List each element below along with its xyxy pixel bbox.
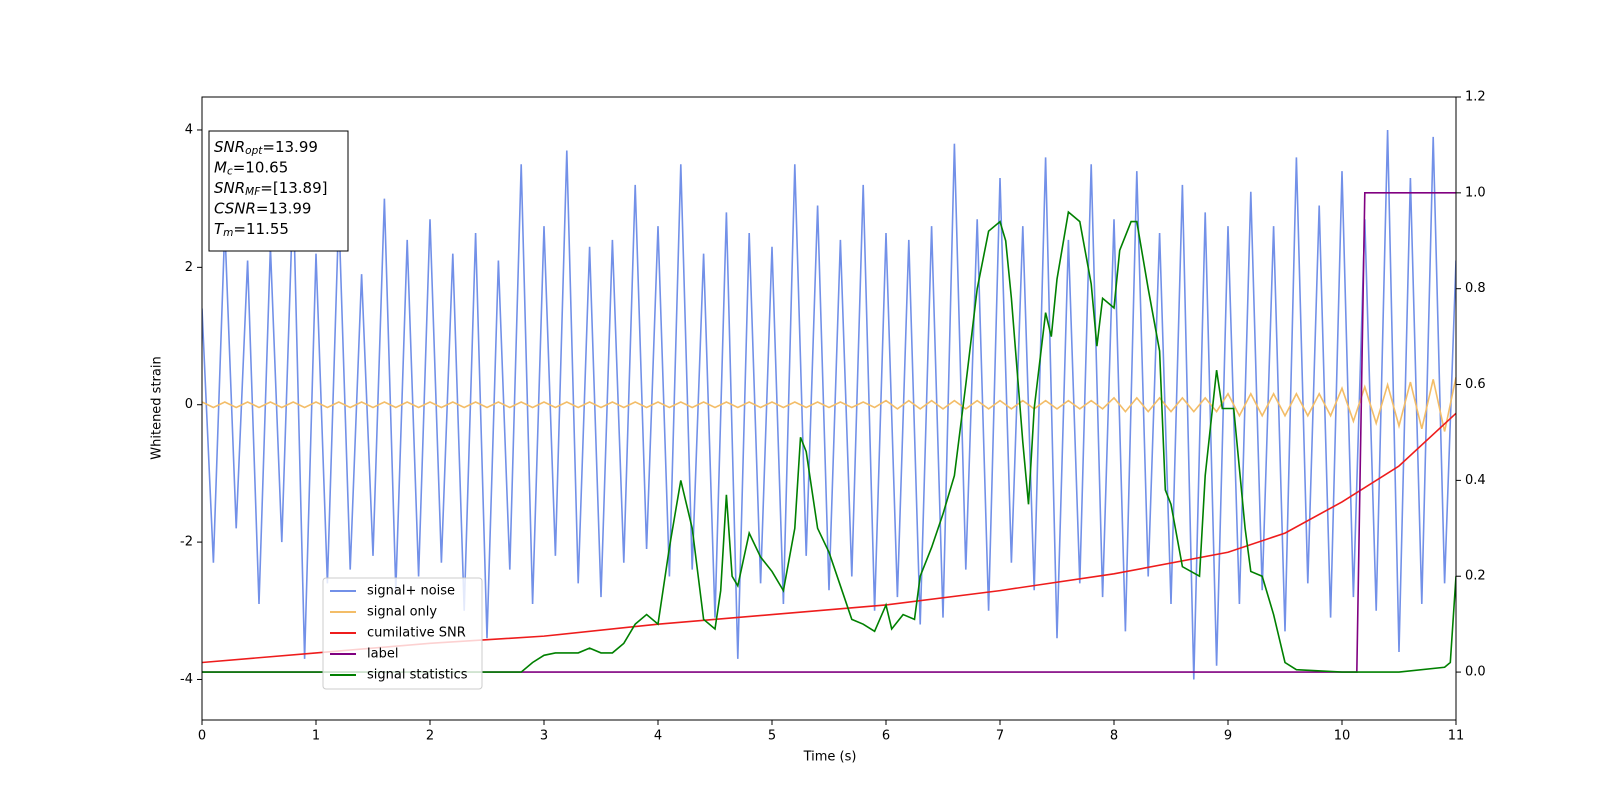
x-tick-label: 11 xyxy=(1448,729,1465,744)
y2-tick-label: 0.2 xyxy=(1465,569,1486,584)
annotation-line: SNRopt=13.99 xyxy=(214,138,318,158)
y2-tick-label: 0.6 xyxy=(1465,377,1486,392)
y2-tick-label: 0.0 xyxy=(1465,665,1486,680)
y2-tick-label: 0.4 xyxy=(1465,473,1486,488)
annotation-symbol: M xyxy=(214,158,227,176)
y2-tick-label: 0.8 xyxy=(1465,281,1486,296)
annotation-sub: opt xyxy=(245,145,263,157)
x-tick-label: 5 xyxy=(768,729,776,744)
y-tick-label: -2 xyxy=(180,535,193,550)
y2-tick-label: 1.2 xyxy=(1465,90,1486,105)
annotation-box xyxy=(208,130,349,252)
legend-label: cumilative SNR xyxy=(367,626,466,641)
annotation-sub: MF xyxy=(245,186,261,198)
annotation-value: =13.99 xyxy=(256,199,312,217)
x-tick-label: 2 xyxy=(426,729,434,744)
x-tick-label: 3 xyxy=(540,729,548,744)
annotation-value: =11.55 xyxy=(233,220,289,238)
annotation-sub: c xyxy=(227,166,233,178)
series-line xyxy=(202,377,1456,432)
annotation: SNRopt=13.99Mc=10.65SNRMF=[13.89]CSNR=13… xyxy=(208,130,349,252)
y-axis-label: Whitened strain xyxy=(150,356,165,459)
x-tick-label: 4 xyxy=(654,729,662,744)
series-line xyxy=(202,210,1456,673)
annotation-line: Tm=11.55 xyxy=(214,220,289,240)
y-tick-label: 2 xyxy=(185,260,193,275)
annotation-value: =[13.89] xyxy=(260,179,327,197)
x-tick-label: 7 xyxy=(996,729,1004,744)
annotation-symbol: SNR xyxy=(214,179,245,197)
annotation-value: =13.99 xyxy=(262,138,318,156)
legend-label: label xyxy=(367,647,398,662)
legend-label: signal+ noise xyxy=(367,584,455,599)
series-line xyxy=(202,192,1456,673)
annotation-sub: m xyxy=(223,227,233,239)
legend-label: signal statistics xyxy=(367,668,468,683)
x-tick-label: 0 xyxy=(198,729,206,744)
x-tick-label: 10 xyxy=(1334,729,1351,744)
legend: signal+ noise signal only cumilative SNR la… xyxy=(322,577,483,690)
x-axis-label: Time (s) xyxy=(803,750,857,765)
y-tick-label: -4 xyxy=(180,672,193,687)
x-tick-label: 1 xyxy=(312,729,320,744)
plot-frame xyxy=(201,96,1457,721)
annotation-line: Mc=10.65 xyxy=(214,158,288,178)
x-tick-label: 9 xyxy=(1224,729,1232,744)
annotation-line: SNRMF=[13.89] xyxy=(214,179,328,199)
annotation-line: CSNR=13.99 xyxy=(214,199,311,217)
legend-label: signal only xyxy=(367,605,437,620)
annotation-value: =10.65 xyxy=(233,158,289,176)
y-tick-label: 4 xyxy=(185,122,193,137)
annotation-symbol: CSNR xyxy=(214,199,256,217)
x-tick-label: 8 xyxy=(1110,729,1118,744)
x-tick-label: 6 xyxy=(882,729,890,744)
annotation-symbol: SNR xyxy=(214,138,245,156)
annotation-symbol: T xyxy=(214,220,225,238)
legend-box xyxy=(322,577,483,690)
series-line xyxy=(202,129,1456,680)
y-tick-label: 0 xyxy=(185,397,193,412)
y2-tick-label: 1.0 xyxy=(1465,185,1486,200)
